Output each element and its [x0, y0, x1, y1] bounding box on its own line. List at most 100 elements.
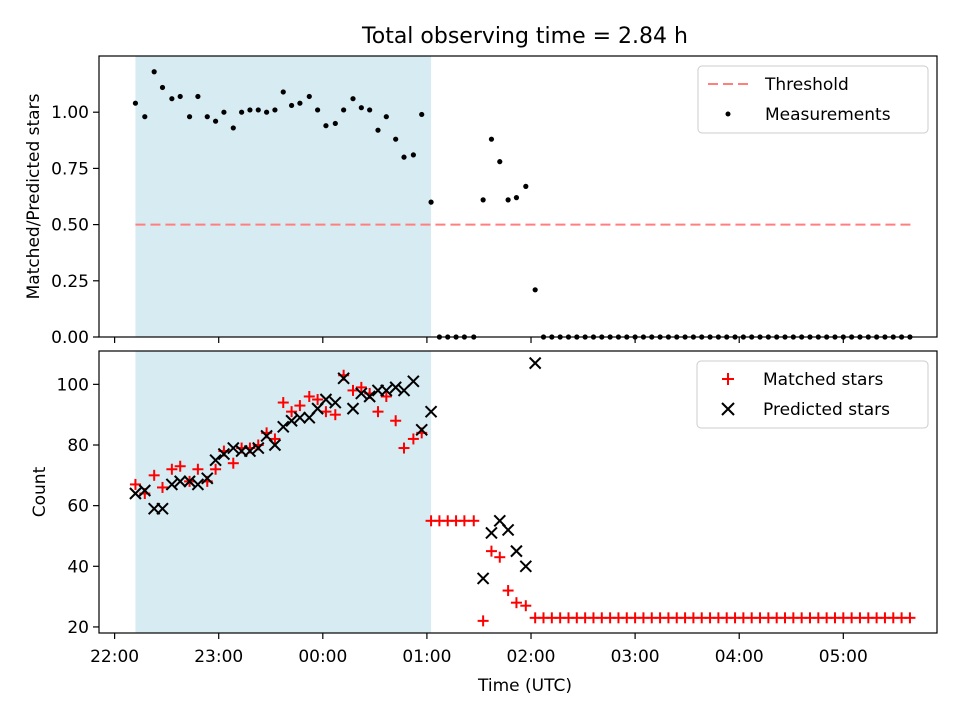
predicted-star-marker [510, 544, 523, 558]
measurement-point [264, 109, 270, 115]
measurement-point [393, 136, 399, 142]
legend-measurements-label: Measurements [765, 105, 891, 125]
matched-star-marker [329, 409, 341, 421]
predicted-star-marker [285, 414, 298, 427]
predicted-star-marker [268, 438, 282, 452]
matched-star-marker [294, 400, 306, 412]
measurement-point [480, 197, 486, 203]
matched-star-marker [904, 612, 916, 624]
predicted-star-marker [165, 478, 179, 491]
measurement-point [239, 109, 245, 115]
measurement-point [212, 118, 219, 124]
predicted-star-marker [380, 384, 393, 397]
predicted-star-marker [129, 487, 142, 500]
measurement-point [221, 109, 227, 115]
predicted-star-marker [293, 411, 307, 424]
predicted-star-marker [217, 447, 231, 461]
measurement-point [358, 105, 364, 111]
predicted-star-marker [329, 396, 342, 409]
predicted-star-marker [138, 484, 152, 497]
legend-predicted-swatch [721, 402, 735, 416]
measurement-point [428, 199, 434, 205]
measurement-point [280, 89, 286, 95]
matched-star-marker [157, 481, 169, 493]
x-tick-label: 05:00 [819, 647, 868, 667]
matched-star-marker [468, 515, 480, 527]
matched-star-marker [192, 463, 204, 475]
measurement-point [401, 154, 407, 160]
matched-star-marker [477, 615, 489, 627]
measurement-point [323, 123, 329, 129]
predicted-star-marker [424, 405, 438, 418]
measurement-point [410, 152, 416, 158]
measurement-point [255, 107, 261, 113]
matched-star-marker [166, 463, 178, 475]
matched-star-marker [347, 384, 359, 396]
predicted-star-marker [156, 502, 169, 515]
x-tick-label: 01:00 [402, 647, 451, 667]
predicted-star-marker [227, 441, 240, 455]
legend-matched-swatch [722, 373, 734, 385]
predicted-star-marker [519, 560, 533, 573]
count-y-ticks: 20 40 60 80 100 [57, 375, 99, 638]
predicted-star-marker [389, 381, 402, 394]
measurement-point [532, 287, 538, 293]
count-x-ticks: 22:00 23:00 00:00 01:00 02:00 03:00 04:00 05:00 [90, 633, 868, 667]
predicted-star-marker [476, 572, 490, 585]
measurement-point [315, 107, 321, 113]
matched-star-marker [485, 545, 497, 557]
ratio-legend: Threshold Measurements [697, 65, 929, 134]
ratio-y-axis-label: Matched/Predicted stars [24, 93, 44, 299]
measurement-point [488, 136, 495, 142]
matched-star-marker [502, 585, 514, 597]
measurement-point [375, 127, 381, 133]
x-tick-label: 22:00 [90, 647, 139, 667]
matched-star-marker [148, 469, 160, 481]
y-tick-label: 80 [67, 436, 89, 456]
y-tick-label: 60 [67, 497, 89, 517]
ratio-x-ticks [114, 337, 844, 343]
y-tick-label: 0.75 [51, 159, 89, 179]
matched-star-marker [390, 415, 402, 427]
y-tick-label: 40 [67, 557, 89, 577]
predicted-star-marker [397, 384, 411, 397]
predicted-star-marker [501, 523, 515, 537]
measurement-point [247, 107, 253, 113]
matched-star-marker [277, 397, 289, 409]
measurement-point [367, 107, 373, 113]
y-tick-label: 20 [67, 618, 89, 638]
measurement-point [297, 100, 303, 106]
predicted-star-marker [277, 420, 290, 434]
measurement-point [341, 107, 347, 113]
measurement-point [523, 183, 529, 189]
measurement-point [513, 195, 520, 201]
measurement-point [230, 125, 236, 131]
measurement-point [142, 114, 148, 120]
x-axis-label: Time (UTC) [477, 676, 572, 696]
matched-star-marker [494, 551, 506, 563]
x-tick-label: 03:00 [611, 647, 660, 667]
measurement-point [186, 114, 193, 120]
measurement-point [288, 102, 295, 109]
measurement-point [350, 96, 356, 102]
predicted-star-marker [183, 475, 196, 488]
chart-title: Total observing time = 2.84 h [361, 24, 688, 49]
predicted-stars-points [129, 356, 542, 585]
predicted-star-marker [337, 372, 350, 385]
measurement-point [132, 100, 139, 106]
measurement-point [332, 120, 338, 127]
measurement-point [306, 93, 312, 100]
ratio-y-ticks: 0.00 0.25 0.50 0.75 1.00 [51, 103, 99, 348]
count-panel: 20 40 60 80 100 22:00 23:00 00:00 01:00 02:00 03:… [30, 350, 938, 696]
measurement-points [132, 69, 913, 340]
predicted-star-marker [415, 423, 428, 437]
matched-star-marker [227, 457, 239, 469]
matched-star-marker [210, 463, 222, 475]
matched-star-marker [372, 406, 384, 418]
y-tick-label: 1.00 [51, 103, 89, 123]
ratio-plot-frame [98, 55, 938, 338]
legend-threshold-label: Threshold [764, 75, 849, 95]
measurement-point [204, 114, 210, 120]
measurement-point [151, 69, 157, 75]
